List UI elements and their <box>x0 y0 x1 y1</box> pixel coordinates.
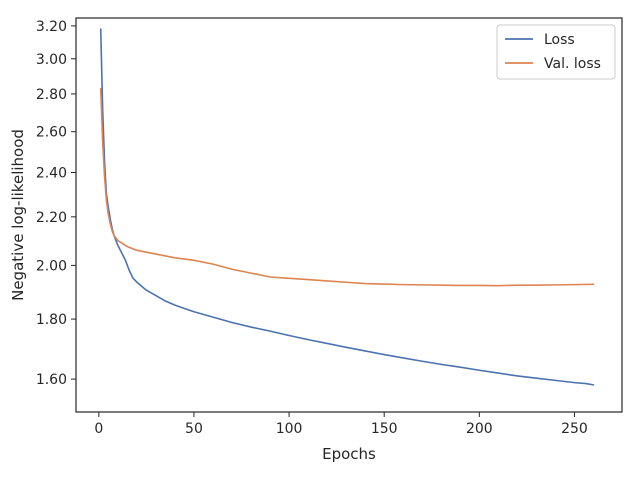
x-tick-label: 250 <box>561 421 588 437</box>
legend-label-1: Loss <box>544 32 575 48</box>
plot-marks <box>99 28 595 386</box>
x-tick-label: 50 <box>185 421 203 437</box>
x-tick-label: 0 <box>94 421 103 437</box>
y-tick-label: 2.80 <box>36 87 67 103</box>
x-axis-ticks: 0 50 100 150 200 250 <box>94 412 588 437</box>
x-tick-label: 100 <box>276 421 303 437</box>
y-tick-label: 3.20 <box>36 19 67 35</box>
y-tick-label: 1.80 <box>36 312 67 328</box>
series-line-2 <box>99 87 595 287</box>
plot-frame <box>75 17 623 413</box>
y-tick-label: 2.40 <box>36 165 67 181</box>
y-tick-label: 3.00 <box>36 52 67 68</box>
x-axis-label: Epochs <box>322 445 376 463</box>
series-line-1 <box>99 28 595 386</box>
legend-label-2: Val. loss <box>544 56 601 72</box>
y-tick-label: 2.20 <box>36 210 67 226</box>
y-axis-ticks: 1.60 1.80 2.00 2.20 2.40 2.60 2.80 3.00 3.20 <box>36 19 76 388</box>
x-tick-label: 200 <box>466 421 493 437</box>
y-axis-label: Negative log-likelihood <box>9 129 27 301</box>
y-tick-label: 1.60 <box>36 372 67 388</box>
x-tick-label: 150 <box>371 421 398 437</box>
y-tick-label: 2.00 <box>36 258 67 274</box>
y-tick-label: 2.60 <box>36 125 67 141</box>
legend: Loss Val. loss <box>496 24 616 80</box>
